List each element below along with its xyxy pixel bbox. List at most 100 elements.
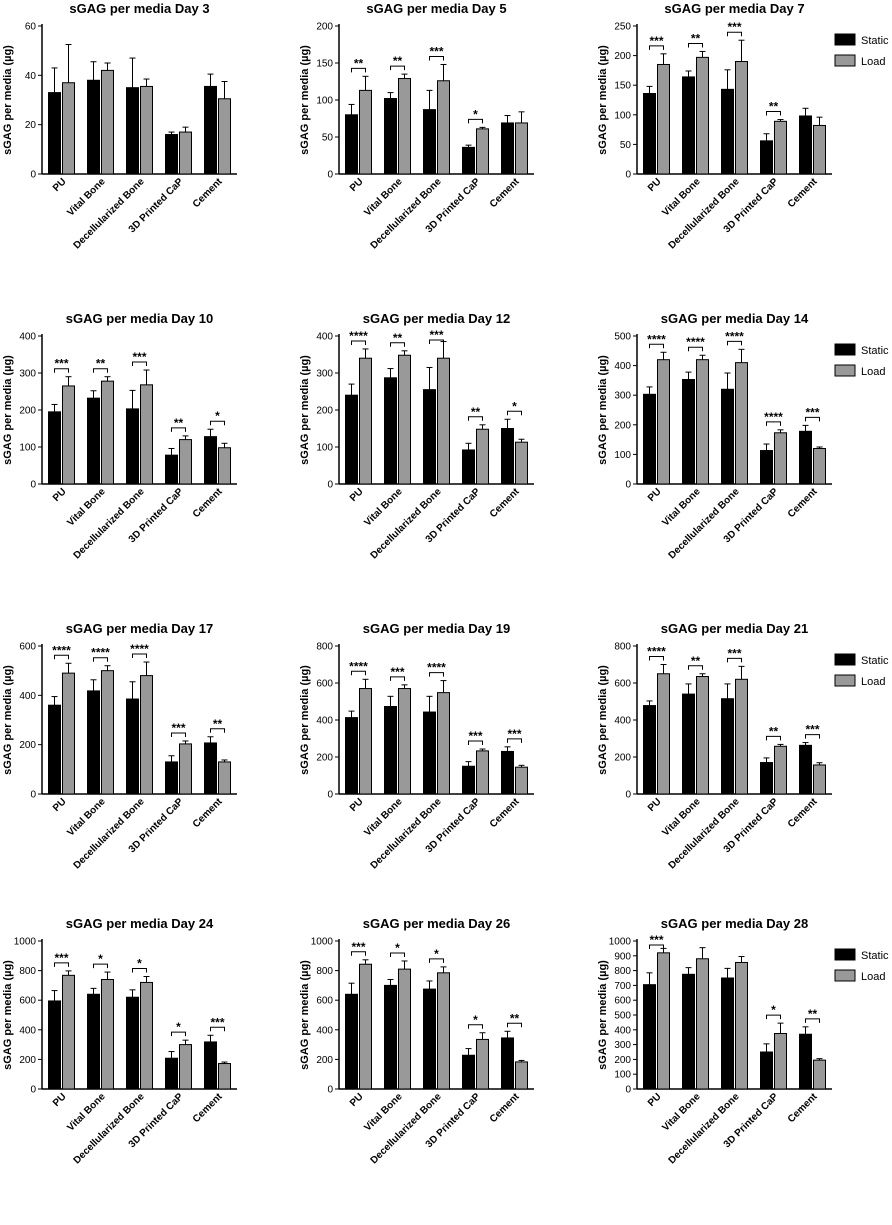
bar-static — [165, 134, 178, 175]
bar-load — [735, 61, 748, 175]
bar-load — [62, 82, 75, 175]
legend-swatch-load — [834, 674, 856, 687]
significance-label: *** — [649, 933, 663, 947]
y-tick-label: 0 — [625, 480, 631, 491]
y-tick-label: 300 — [614, 391, 631, 402]
x-tick-label: Cement — [488, 796, 522, 830]
bar-load — [359, 357, 372, 485]
x-tick-label: Vital Bone — [65, 176, 108, 219]
y-tick-label: 0 — [625, 1085, 631, 1096]
legend-swatch-load — [834, 54, 856, 67]
bar-load — [476, 428, 489, 485]
bar-static — [799, 744, 812, 795]
x-tick-label: Decellularized Bone — [72, 486, 147, 561]
x-tick-label: Vital Bone — [660, 796, 703, 839]
y-tick-label: 800 — [316, 966, 333, 977]
y-tick-label: 1000 — [311, 937, 334, 948]
bar-load — [398, 968, 411, 1090]
y-axis-label: sGAG per media (µg) — [597, 355, 609, 465]
bar-static — [501, 1037, 514, 1090]
y-tick-label: 400 — [316, 716, 333, 727]
bar-static — [643, 92, 656, 175]
y-axis-label: sGAG per media (µg) — [2, 665, 14, 775]
significance-label: * — [137, 957, 142, 971]
significance-label: * — [98, 952, 103, 966]
significance-label: ** — [769, 724, 779, 738]
significance-bracket — [351, 670, 366, 676]
bar-static — [501, 122, 514, 175]
significance-label: ** — [510, 1011, 520, 1025]
y-tick-label: 400 — [19, 332, 36, 343]
significance-label: ** — [691, 31, 701, 45]
significance-label: *** — [805, 723, 819, 737]
x-tick-label: Cement — [786, 1091, 820, 1125]
bar-load — [476, 128, 489, 175]
legend-swatch-load — [834, 364, 856, 377]
bar-static — [87, 79, 100, 175]
bar-load — [140, 85, 153, 175]
significance-bracket — [171, 427, 186, 432]
bar-load — [813, 1059, 826, 1090]
bar-static — [721, 88, 734, 175]
bar-load — [515, 122, 528, 175]
chart-title: sGAG per media Day 10 — [66, 311, 213, 326]
significance-bracket — [351, 951, 366, 956]
significance-label: ** — [393, 54, 403, 68]
significance-label: **** — [686, 335, 705, 349]
significance-bracket — [649, 944, 664, 949]
legend-label: Load — [861, 366, 885, 378]
legend: Static Load — [834, 653, 889, 688]
significance-bracket — [54, 654, 69, 660]
x-tick-label: PU — [51, 176, 69, 194]
x-tick-label: Decellularized Bone — [667, 176, 742, 251]
y-tick-label: 200 — [614, 51, 631, 62]
significance-bracket — [468, 416, 483, 421]
chart-panel: sGAG per media Day 28 sGAG per media (µg)… — [597, 916, 889, 1166]
x-tick-label: Vital Bone — [362, 486, 405, 529]
bar-load — [657, 952, 670, 1090]
significance-bracket — [649, 343, 664, 349]
significance-bracket — [93, 368, 108, 373]
significance-bracket — [429, 55, 444, 61]
significance-label: *** — [429, 328, 443, 342]
significance-bracket — [468, 1024, 483, 1029]
bar-load — [735, 362, 748, 485]
bar-load — [218, 447, 231, 485]
x-tick-label: Cement — [488, 1091, 522, 1125]
significance-bracket — [132, 968, 147, 973]
y-tick-label: 0 — [30, 1085, 36, 1096]
bar-static — [501, 428, 514, 485]
significance-label: *** — [132, 350, 146, 364]
bar-static — [760, 762, 773, 795]
legend-label: Static — [861, 345, 889, 357]
x-tick-label: PU — [51, 796, 69, 814]
bar-load — [813, 764, 826, 795]
legend-label: Static — [861, 950, 889, 962]
bar-load — [696, 958, 709, 1090]
bar-load — [179, 131, 192, 175]
bar-static — [165, 1057, 178, 1090]
y-tick-label: 800 — [19, 966, 36, 977]
bar-static — [721, 388, 734, 485]
bar-load — [515, 1061, 528, 1090]
significance-label: * — [473, 1013, 478, 1027]
bar-load — [437, 357, 450, 485]
legend-label: Static — [861, 655, 889, 667]
significance-bracket — [766, 421, 781, 426]
bar-static — [87, 690, 100, 795]
significance-label: **** — [647, 332, 666, 346]
y-tick-label: 400 — [19, 691, 36, 702]
bar-load — [774, 745, 787, 795]
y-tick-label: 1000 — [609, 937, 632, 948]
x-tick-label: PU — [51, 1091, 69, 1109]
bar-static — [423, 988, 436, 1090]
significance-bracket — [688, 42, 703, 48]
y-tick-label: 200 — [614, 1055, 631, 1066]
significance-label: ** — [393, 331, 403, 345]
significance-label: **** — [52, 643, 71, 657]
bar-static — [462, 1054, 475, 1090]
y-tick-label: 0 — [327, 170, 333, 181]
significance-label: ** — [691, 654, 701, 668]
chart-title: sGAG per media Day 14 — [661, 311, 809, 326]
legend-swatch-static — [834, 653, 856, 666]
